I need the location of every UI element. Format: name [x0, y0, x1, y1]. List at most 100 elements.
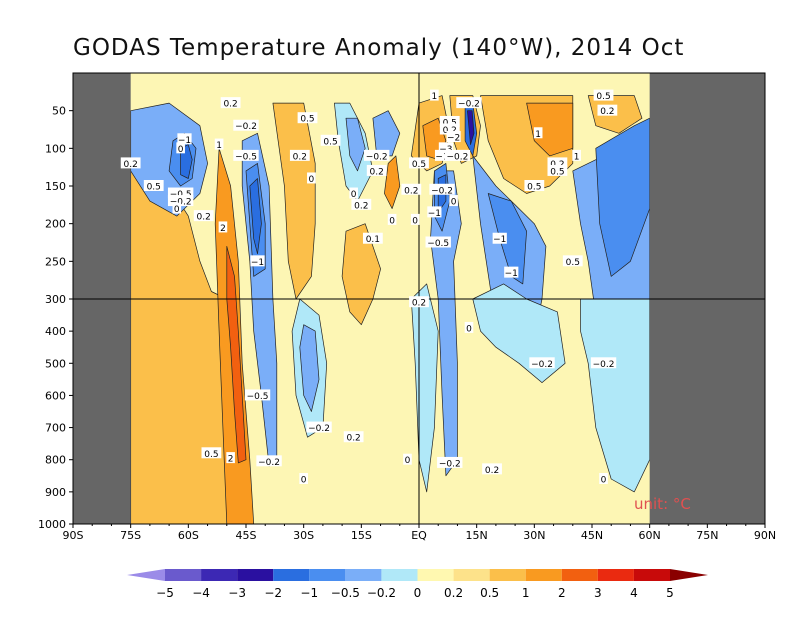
contour-label-text: 0	[351, 190, 357, 200]
contour-label-bg	[409, 157, 429, 169]
contour-label: 0	[403, 453, 412, 466]
contour-label-text: −0.2	[531, 360, 553, 370]
contour-label: 0.2	[401, 183, 422, 196]
contour-label: 0.5	[562, 255, 583, 268]
contour-label: −0.5	[244, 389, 271, 402]
contour-label-bg	[403, 453, 412, 465]
contour-label-text: 0.2	[550, 160, 564, 170]
y-tick-label: 200	[45, 218, 66, 231]
contour-label-text: −1	[505, 269, 518, 279]
y-tick-label: 100	[45, 142, 66, 155]
contour-label-text: 0.5	[323, 137, 337, 147]
contour-label-bg	[464, 321, 474, 333]
contour-label: −0.2	[456, 97, 482, 110]
contour-label-text: −0.5	[247, 392, 269, 402]
contour-label: 1	[572, 149, 581, 162]
colorbar-high-arrow	[670, 569, 708, 581]
contour-label-bg	[533, 127, 543, 139]
contour-label-bg	[547, 164, 568, 176]
contour-label: −1	[504, 266, 519, 279]
contour-label: 0	[599, 473, 608, 486]
colorbar-label: −0.2	[367, 586, 396, 600]
colorbar-label: −1	[300, 586, 318, 600]
contour-label: 0	[299, 473, 308, 486]
colorbar-label: −0.5	[331, 586, 360, 600]
contour-label-text: −0.2	[431, 186, 453, 196]
contour-label: −0.2	[437, 456, 463, 469]
contour-label-bg	[437, 456, 463, 468]
x-tick-label: 90N	[754, 529, 776, 542]
x-tick-label: 45S	[236, 529, 257, 542]
contour-label: 0.2	[366, 164, 387, 177]
contour-label-bg	[120, 157, 141, 169]
contour-label-text: 0.2	[124, 160, 138, 170]
y-tick-label: 500	[45, 357, 66, 370]
contour-label-text: −0.2	[308, 424, 330, 434]
contour-label-bg	[349, 187, 358, 199]
contour-label: −1	[434, 149, 450, 162]
contour-label-bg	[233, 149, 259, 161]
contour-label: −0.5	[425, 236, 451, 249]
contour-label-bg	[172, 202, 182, 214]
contour-label: 0.2	[120, 157, 141, 170]
contour-label-text: 0.5	[566, 258, 580, 268]
contour-label: −0.2	[444, 149, 471, 162]
contour-label-text: 0.5	[204, 450, 218, 460]
contour-label: 0.1	[362, 232, 383, 245]
colorbar-box	[165, 569, 202, 581]
y-tick-label: 1000	[38, 518, 66, 531]
contour-label: −0.2	[590, 357, 617, 370]
contour-label-bg	[366, 164, 387, 176]
contour-label: 1	[430, 89, 439, 102]
contour-label: 0.5	[297, 112, 318, 125]
contour-label-text: 0	[405, 456, 411, 466]
colorbar-label: 1	[522, 586, 530, 600]
contour-label-text: −0.2	[235, 122, 257, 132]
contour-label-bg	[599, 473, 608, 484]
colorbar-label: −2	[264, 586, 282, 600]
contour-label-text: 0	[301, 476, 307, 486]
colorbar-box	[273, 569, 310, 581]
contour-label-text: 0.5	[596, 92, 610, 102]
contour-label-bg	[244, 389, 271, 401]
x-tick-label: 60S	[178, 529, 199, 542]
x-tick-label: 45N	[581, 529, 603, 542]
contour-label: 0.2	[409, 296, 429, 309]
contour-label-bg	[176, 142, 185, 154]
region-40S-deep-cold	[249, 178, 262, 255]
contour-label: −1	[492, 232, 507, 245]
contour-label-text: 0.5	[412, 160, 426, 170]
contour-label-bg	[401, 183, 422, 195]
x-tick-label: 15S	[351, 529, 372, 542]
contour-label-text: −1	[251, 258, 264, 268]
colorbar-label: 0	[414, 586, 422, 600]
y-tick-label: 900	[45, 486, 66, 499]
contour-label-text: −0.2	[170, 198, 192, 208]
contour-label-bg	[492, 232, 507, 244]
x-tick-label: 30N	[523, 529, 545, 542]
contour-label-text: −1	[435, 152, 448, 162]
contour-label-text: 0.2	[293, 152, 307, 162]
contour-label-bg	[167, 187, 194, 199]
region-10S-warm-spot	[384, 155, 401, 209]
contour-label-text: −0.5	[170, 190, 192, 200]
y-tick-label: 50	[52, 105, 66, 118]
contour-label-bg	[524, 180, 545, 191]
colorbar: −5 −4 −3 −2 −1 −0.5 −0.2 0 0.2 0.5 1 2 3 4 5	[127, 569, 708, 600]
contour-label: 0.5	[320, 134, 341, 147]
contour-label: 2	[218, 221, 228, 234]
x-tick-label: 75S	[120, 529, 141, 542]
contour-label-text: 0.5	[147, 183, 161, 193]
x-tick-label: 75N	[696, 529, 718, 542]
contour-label: 0.2	[597, 104, 618, 117]
contour-label-bg	[220, 97, 241, 109]
region-35N-warm-core	[526, 102, 574, 157]
contour-label-text: 0	[466, 324, 472, 334]
contour-label: −0.5	[167, 187, 194, 200]
contour-label-bg	[256, 455, 282, 467]
contour-label-bg	[364, 149, 390, 161]
contour-label: 0	[172, 202, 182, 215]
contour-label: 0.2	[220, 97, 241, 110]
contour-label: −3	[438, 142, 454, 155]
